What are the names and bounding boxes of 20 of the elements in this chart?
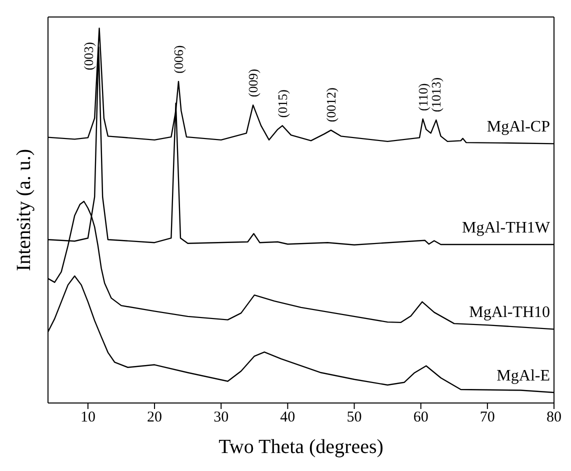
annotation: (003) <box>80 42 96 70</box>
annotation: (0012) <box>323 88 338 122</box>
series-label: MgAl-TH1W <box>462 219 551 236</box>
annotation: (110) <box>415 83 430 111</box>
series-label: MgAl-TH10 <box>469 304 550 322</box>
annotation: (015) <box>274 90 290 118</box>
series-label: MgAl-E <box>496 368 550 385</box>
x-tick-label: 60 <box>413 410 428 426</box>
y-axis-title: Intensity (a. u.) <box>13 148 36 272</box>
annotation: (009) <box>246 68 261 98</box>
x-tick-label: 10 <box>80 410 96 426</box>
annotation: (006) <box>170 45 186 74</box>
x-tick-label: 70 <box>480 410 495 426</box>
x-tick-label: 40 <box>280 410 296 426</box>
x-tick-label: 30 <box>214 410 229 426</box>
x-tick-label: 80 <box>546 410 562 426</box>
x-tick-label: 50 <box>346 410 362 426</box>
x-tick-label: 20 <box>147 410 162 426</box>
x-axis-title: Two Theta (degrees) <box>218 436 384 458</box>
series-label: MgAl-CP <box>486 118 550 136</box>
